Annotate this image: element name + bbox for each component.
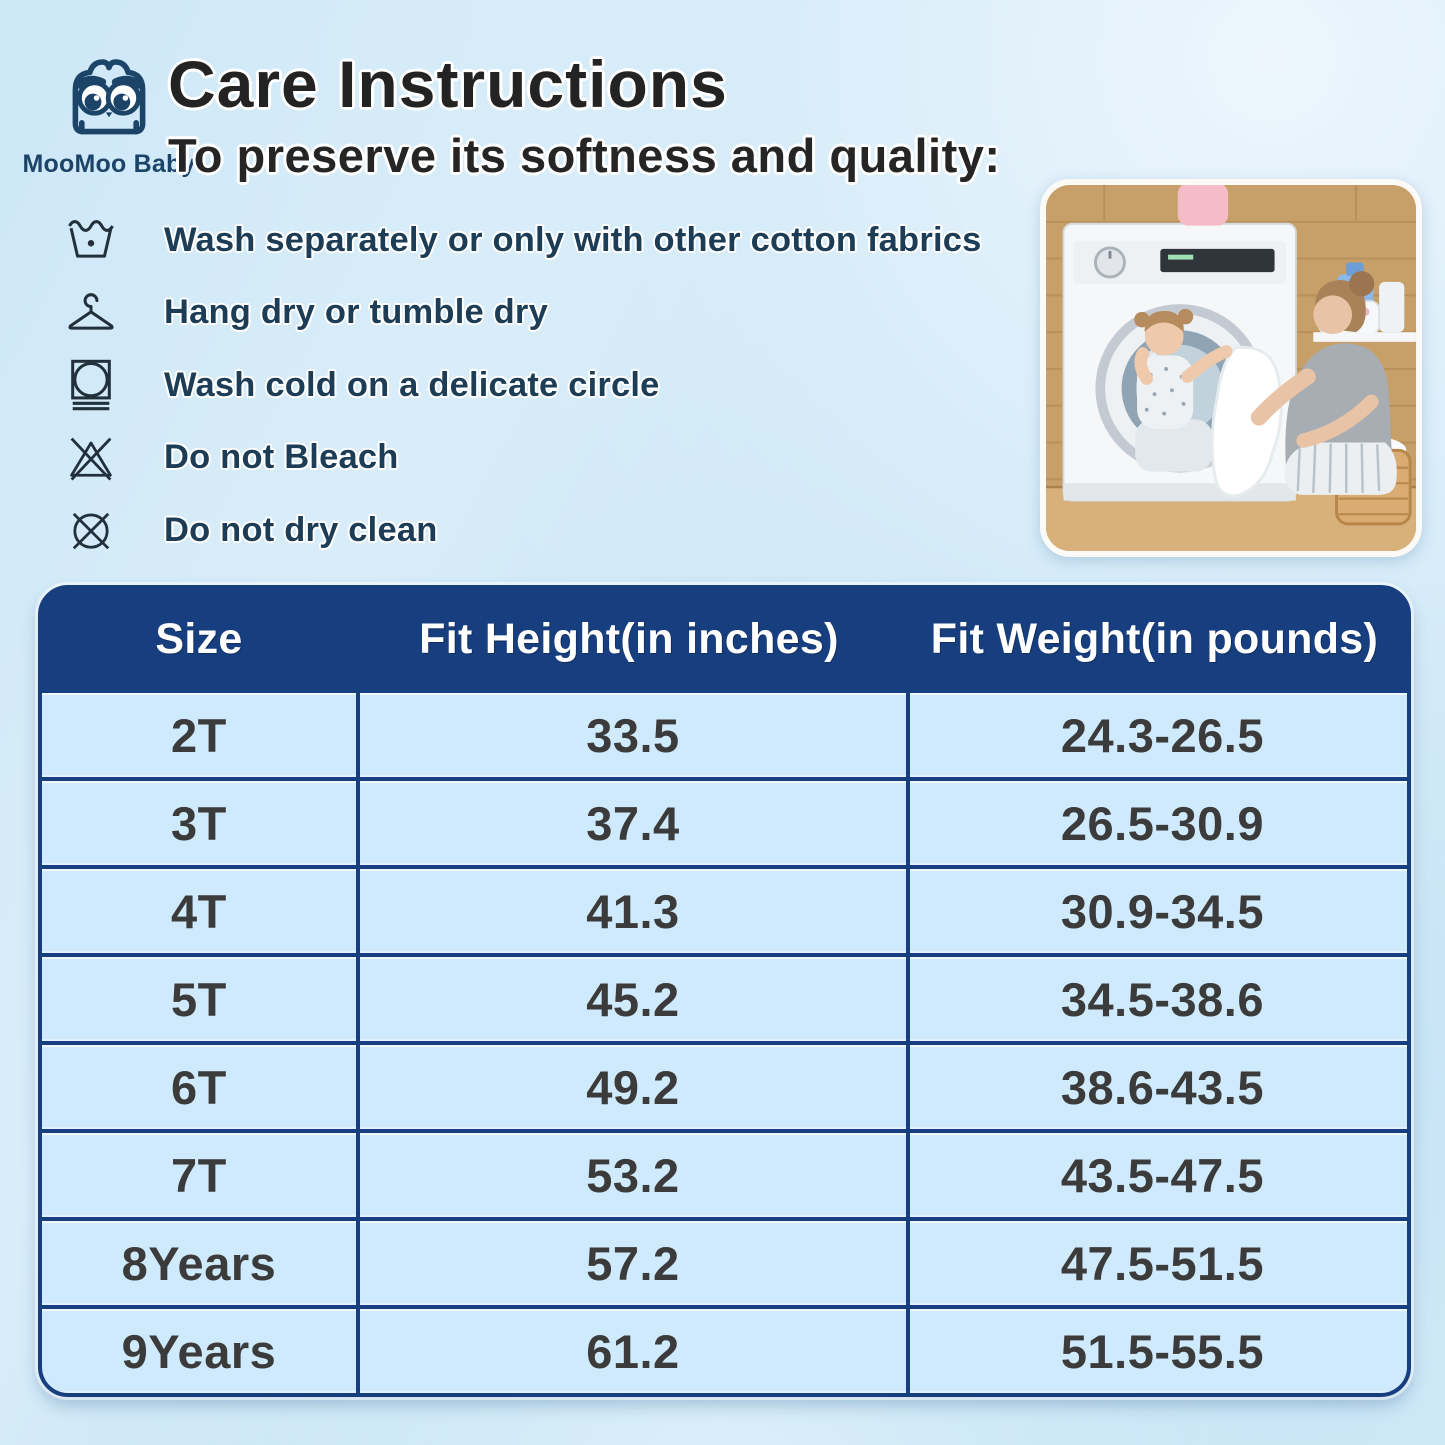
care-item-do-not-dry-clean: Do not dry clean — [62, 494, 1027, 567]
care-text: Hang dry or tumble dry — [164, 293, 548, 332]
table-row: 5T 45.2 34.5-38.6 — [42, 957, 1407, 1041]
brand-name: MooMoo Baby — [22, 150, 196, 178]
column-header-size: Size — [155, 614, 243, 663]
care-instruction-list: Wash separately or only with other cotto… — [62, 204, 1027, 567]
height-cell: 61.2 — [359, 1309, 906, 1393]
table-row: 7T 53.2 43.5-47.5 — [42, 1133, 1407, 1217]
height-cell: 53.2 — [359, 1133, 906, 1217]
table-row: 2T 33.5 24.3-26.5 — [42, 693, 1407, 777]
table-row: 3T 37.4 26.5-30.9 — [42, 781, 1407, 865]
size-cell: 3T — [42, 781, 356, 865]
column-header-height: Fit Height(in inches) — [419, 614, 839, 663]
size-cell: 5T — [42, 957, 356, 1041]
table-row: 6T 49.2 38.6-43.5 — [42, 1045, 1407, 1129]
size-cell: 8Years — [42, 1221, 356, 1305]
pink-jug — [1177, 185, 1229, 226]
page-heading: Care Instructions To preserve its softne… — [168, 46, 1001, 183]
owl-logo-icon — [72, 59, 146, 135]
weight-cell: 47.5-51.5 — [909, 1221, 1407, 1305]
height-cell: 57.2 — [359, 1221, 906, 1305]
weight-cell: 38.6-43.5 — [909, 1045, 1407, 1129]
height-cell: 49.2 — [359, 1045, 906, 1129]
height-cell: 33.5 — [359, 693, 906, 777]
column-header-weight: Fit Weight(in pounds) — [930, 614, 1379, 663]
care-item-wash-separately: Wash separately or only with other cotto… — [62, 204, 1027, 277]
care-item-hang-dry: Hang dry or tumble dry — [62, 277, 1027, 350]
hanger-icon — [62, 285, 120, 341]
size-table: Size Fit Height(in inches) Fit Weight(in… — [38, 585, 1411, 1397]
weight-cell: 30.9-34.5 — [909, 869, 1407, 953]
care-item-do-not-bleach: Do not Bleach — [62, 422, 1027, 495]
washtub-icon — [62, 212, 120, 268]
care-text: Wash cold on a delicate circle — [164, 365, 660, 404]
care-text: Do not Bleach — [164, 438, 399, 477]
table-row: 8Years 57.2 47.5-51.5 — [42, 1221, 1407, 1305]
weight-cell: 26.5-30.9 — [909, 781, 1407, 865]
delicate-cycle-icon — [62, 357, 120, 413]
size-cell: 2T — [42, 693, 356, 777]
size-cell: 4T — [42, 869, 356, 953]
page-subtitle: To preserve its softness and quality: — [168, 129, 1001, 182]
size-cell: 7T — [42, 1133, 356, 1217]
laundry-photo — [1040, 179, 1422, 557]
table-row: 9Years 61.2 51.5-55.5 — [42, 1309, 1407, 1393]
do-not-dry-clean-icon — [62, 502, 120, 558]
table-row: 4T 41.3 30.9-34.5 — [42, 869, 1407, 953]
size-cell: 6T — [42, 1045, 356, 1129]
page-title: Care Instructions — [168, 47, 728, 121]
child-figure — [1134, 308, 1213, 472]
height-cell: 37.4 — [359, 781, 906, 865]
weight-cell: 43.5-47.5 — [909, 1133, 1407, 1217]
do-not-bleach-icon — [62, 430, 120, 486]
weight-cell: 51.5-55.5 — [909, 1309, 1407, 1393]
weight-cell: 24.3-26.5 — [909, 693, 1407, 777]
white-towel — [1210, 345, 1283, 498]
size-table-header: Size Fit Height(in inches) Fit Weight(in… — [42, 589, 1407, 689]
laundry-photo-illustration — [1046, 185, 1416, 551]
care-text: Do not dry clean — [164, 510, 438, 549]
care-text: Wash separately or only with other cotto… — [164, 220, 982, 259]
brand-logo: MooMoo Baby — [23, 50, 195, 179]
weight-cell: 34.5-38.6 — [909, 957, 1407, 1041]
care-item-wash-cold: Wash cold on a delicate circle — [62, 349, 1027, 422]
height-cell: 45.2 — [359, 957, 906, 1041]
height-cell: 41.3 — [359, 869, 906, 953]
size-cell: 9Years — [42, 1309, 356, 1393]
